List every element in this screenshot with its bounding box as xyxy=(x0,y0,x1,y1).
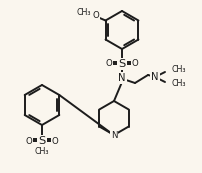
Text: O: O xyxy=(52,136,58,145)
Text: CH₃: CH₃ xyxy=(172,66,186,75)
Text: S: S xyxy=(38,136,46,146)
Text: O: O xyxy=(106,60,112,69)
Text: N: N xyxy=(118,73,126,83)
Text: N: N xyxy=(151,72,159,82)
Text: O: O xyxy=(132,60,138,69)
Text: N: N xyxy=(111,131,117,140)
Text: CH₃: CH₃ xyxy=(35,148,49,157)
Text: O: O xyxy=(92,11,99,20)
Text: O: O xyxy=(26,136,32,145)
Text: CH₃: CH₃ xyxy=(76,8,91,17)
Text: CH₃: CH₃ xyxy=(172,80,186,89)
Text: S: S xyxy=(118,59,126,69)
